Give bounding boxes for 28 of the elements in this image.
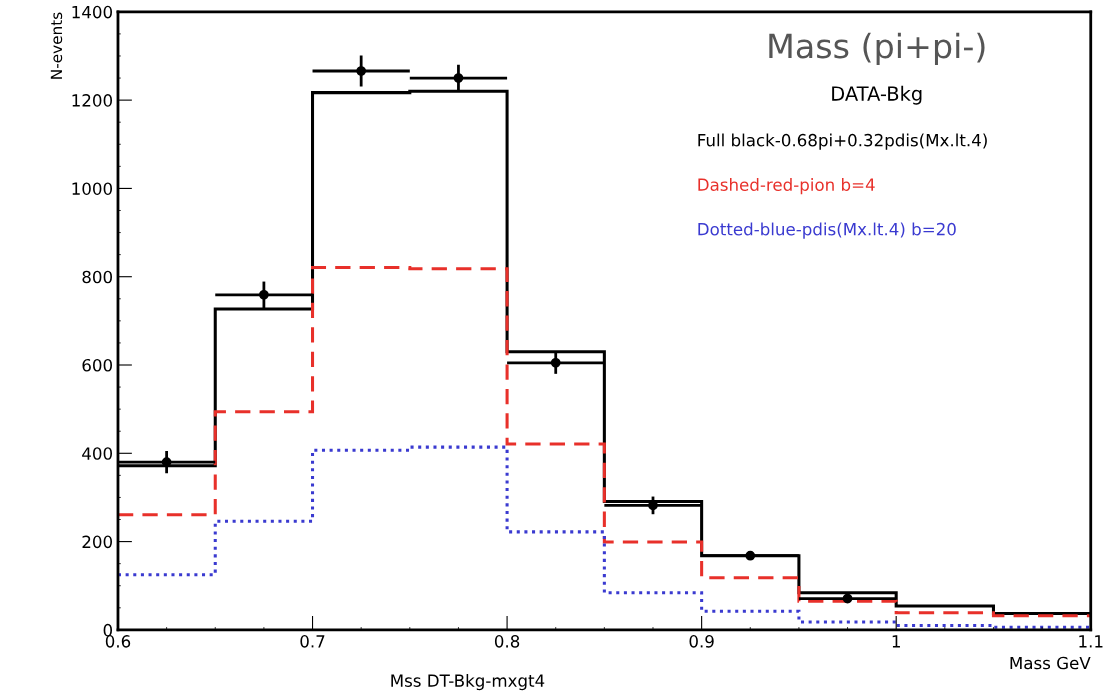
- text: Mass (pi+pi-): [769, 32, 985, 66]
- text: Dotted-blue-pdis(Mx.lt.4) b=20: [698, 222, 956, 239]
- text: Full black-0.68pi+0.32pdis(Mx.lt.4): [698, 133, 987, 150]
- x-tick-label: 0.6: [105, 635, 131, 648]
- y-tick-label: 800: [82, 270, 113, 284]
- x-tick-label: 1: [892, 635, 900, 648]
- y-axis-title: N-events: [50, 12, 63, 79]
- y-tick-label: 600: [82, 358, 113, 372]
- y-tick-label: 1200: [72, 94, 113, 107]
- point: [453, 73, 464, 83]
- point: [842, 593, 853, 604]
- text: Mss DT-Bkg-mxgt4: [391, 674, 545, 691]
- y-tick-label: 400: [82, 447, 113, 460]
- x-tick-label: 0.7: [300, 635, 325, 648]
- x-tick-label: 1.1: [1079, 635, 1103, 648]
- point: [259, 289, 269, 300]
- y-tick-label: 200: [82, 535, 113, 549]
- y-tick-label: 1000: [72, 182, 113, 195]
- point: [550, 357, 561, 368]
- text: DATA-Bkg: [832, 85, 922, 105]
- y-tick-label: 0: [103, 623, 113, 637]
- x-axis-title: Mass GeV: [1010, 656, 1091, 670]
- y-tick-label: 1400: [72, 5, 113, 19]
- point: [356, 66, 367, 76]
- point: [745, 550, 756, 561]
- x-tick-label: 0.8: [494, 635, 520, 648]
- x-tick-label: 0.9: [689, 635, 714, 648]
- text: Dashed-red-pion b=4: [698, 178, 875, 195]
